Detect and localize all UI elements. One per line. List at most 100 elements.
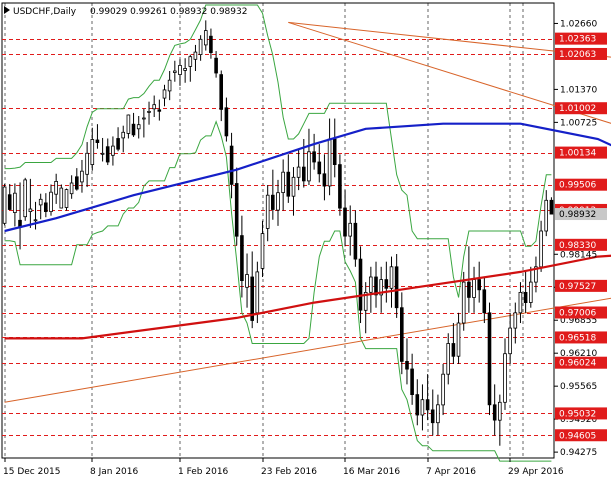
candle-body-up <box>456 322 461 357</box>
candle-body-down <box>415 394 420 416</box>
candle <box>7 183 12 211</box>
candle-body-up <box>389 266 394 289</box>
candle-body-down <box>229 145 234 185</box>
candle-body-up <box>2 186 7 224</box>
candle-body-down <box>338 164 342 209</box>
candle <box>167 70 172 101</box>
candle <box>193 44 198 71</box>
chart-header: USDCHF,Daily 0.99029 0.99261 0.98932 0.9… <box>4 6 247 17</box>
candle <box>281 159 285 211</box>
candle-body-down <box>250 276 255 321</box>
candle-body-up <box>198 38 203 55</box>
candle <box>394 254 399 318</box>
level-label: 0.97006 <box>559 309 596 319</box>
level-label-bg <box>555 279 607 292</box>
candle <box>209 28 213 59</box>
candle-body-down <box>317 161 322 175</box>
time-tick-label: 29 Apr 2016 <box>508 467 564 477</box>
candle <box>425 374 430 421</box>
candle <box>399 292 404 375</box>
candle-body-up <box>281 171 285 193</box>
level-label-bg <box>555 102 607 115</box>
candle-body-up <box>90 139 95 166</box>
candle-body-up <box>28 208 33 212</box>
candle <box>54 173 58 204</box>
candle-body-down <box>219 74 224 110</box>
candle <box>100 137 105 162</box>
ohlc-values: 0.99029 0.99261 0.98932 0.98932 <box>90 7 247 17</box>
candle <box>420 384 425 431</box>
candle <box>430 389 435 436</box>
level-label: 1.01002 <box>559 104 596 114</box>
candle <box>240 215 244 298</box>
candle-body-up <box>162 89 167 99</box>
price-tick-label: 0.98145 <box>560 250 597 260</box>
candle-body-up <box>420 399 425 416</box>
time-tick-label: 7 Apr 2016 <box>426 467 476 477</box>
candle-body-up <box>126 114 131 134</box>
candle-body-down <box>394 266 399 309</box>
candle-body-down <box>482 289 487 314</box>
candle <box>111 136 115 166</box>
candle-body-up <box>307 151 311 182</box>
candle-body-down <box>549 199 554 215</box>
candle-body-down <box>270 194 275 210</box>
candle <box>296 149 301 191</box>
candle <box>265 185 270 242</box>
candle-body-down <box>425 399 430 411</box>
candle-body-down <box>405 360 409 370</box>
candle <box>270 169 275 220</box>
candle <box>229 132 234 199</box>
candle <box>33 201 38 230</box>
price-tick-label: 1.01370 <box>560 85 597 95</box>
collapse-triangle-icon[interactable] <box>4 6 10 14</box>
candle <box>152 95 157 118</box>
level-label-bg <box>555 47 607 60</box>
candle <box>322 154 327 201</box>
candle-body-up <box>85 152 89 175</box>
candle <box>38 193 43 220</box>
candle-body-up <box>529 281 533 303</box>
price-tick-label: 1.02660 <box>560 19 597 29</box>
candle <box>415 379 420 426</box>
candle-body-down <box>209 35 213 54</box>
candle-body-up <box>497 401 502 421</box>
candle <box>224 97 229 142</box>
level-label: 0.94605 <box>559 431 596 441</box>
price-tick-label: 0.94275 <box>560 448 597 458</box>
level-label-bg <box>555 356 607 369</box>
level-label: 0.96024 <box>559 359 596 369</box>
level-label: 1.00134 <box>559 149 596 159</box>
candle <box>203 20 208 51</box>
candle <box>523 271 528 313</box>
candle-body-up <box>178 65 182 76</box>
candle-body-up <box>167 79 172 92</box>
candle <box>162 84 167 107</box>
candle <box>95 124 100 149</box>
candle-body-down <box>75 176 79 190</box>
candle-body-down <box>477 279 481 291</box>
candle <box>518 282 523 324</box>
candle <box>49 184 53 216</box>
candle-body-down <box>234 183 239 237</box>
candle-body-up <box>436 404 440 424</box>
trendlines <box>4 21 611 403</box>
candle-body-down <box>451 343 456 357</box>
candle-body-up <box>534 266 538 283</box>
candle <box>436 394 440 436</box>
candle <box>374 261 378 308</box>
candle-body-down <box>332 138 337 166</box>
candle <box>28 178 33 228</box>
candle-body-up <box>183 68 187 71</box>
candle <box>75 168 79 191</box>
candle-body-up <box>265 194 270 229</box>
level-label: 0.95032 <box>559 409 596 419</box>
candle <box>85 142 89 188</box>
candle <box>13 183 17 227</box>
level-label: 1.02063 <box>559 50 596 60</box>
candle <box>451 323 456 364</box>
candle <box>529 266 533 308</box>
candle-body-up <box>441 373 445 406</box>
candle-body-up <box>291 176 296 197</box>
candle <box>183 58 187 83</box>
